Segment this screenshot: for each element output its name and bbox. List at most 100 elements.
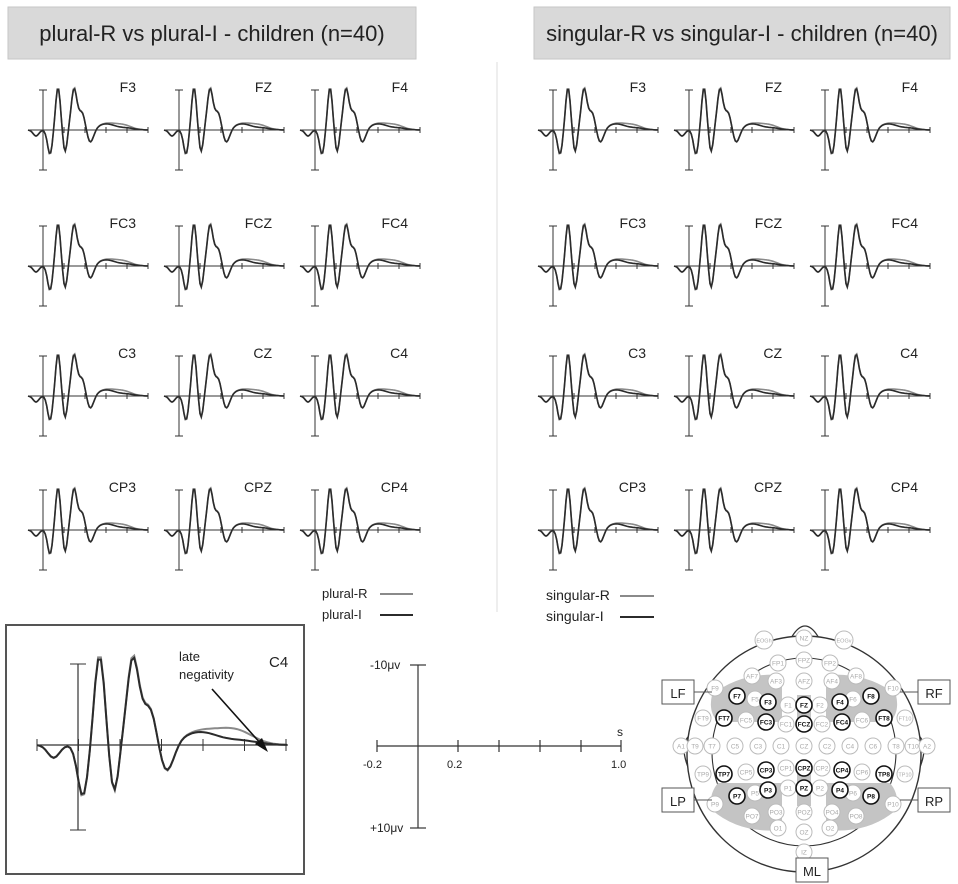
- electrode-cp3: CP3: [757, 761, 775, 779]
- electrode-label: CP3: [619, 479, 646, 495]
- wave-i-condition: [537, 87, 658, 155]
- electrode-af7: AF7: [743, 667, 761, 685]
- electrode-label: F3: [630, 79, 647, 95]
- electrode-f10: F10: [884, 679, 902, 697]
- electrode-a2: A2: [918, 737, 936, 755]
- erp-plot-f4: F4: [809, 79, 931, 171]
- electrode-p4: P4: [831, 781, 849, 799]
- electrode-label: F4: [392, 79, 409, 95]
- electrode-tp7: TP7: [715, 765, 733, 783]
- wave-i-condition: [809, 487, 930, 555]
- electrode-c2: C2: [818, 737, 836, 755]
- late-label: late: [179, 649, 200, 664]
- wave-r-condition: [673, 86, 794, 155]
- wave-r-condition: [163, 352, 284, 421]
- electrode-ft8: FT8: [875, 709, 893, 727]
- electrode-af3: AF3: [767, 672, 785, 690]
- wave-r-condition: [537, 352, 658, 421]
- svg-text:FT8: FT8: [878, 716, 890, 723]
- svg-text:O1: O1: [774, 826, 783, 833]
- svg-text:CP5: CP5: [740, 770, 753, 777]
- electrode-f3: F3: [759, 693, 777, 711]
- scale-y-top-label: -10μv: [370, 658, 400, 672]
- electrode-p6: P6: [844, 784, 862, 802]
- electrode-fp1: FP1: [769, 654, 787, 672]
- wave-i-condition: [537, 223, 658, 291]
- electrode-t7: T7: [703, 737, 721, 755]
- zoom-electrode-label: C4: [269, 654, 288, 671]
- wave-i-condition: [163, 223, 284, 291]
- wave-r-condition: [27, 222, 148, 291]
- electrode-fp2: FP2: [821, 654, 839, 672]
- svg-text:F9: F9: [711, 686, 719, 693]
- electrode-fc5: FC5: [737, 711, 755, 729]
- electrode-t9: T9: [686, 737, 704, 755]
- electrode-cp6: CP6: [853, 763, 871, 781]
- svg-text:POZ: POZ: [797, 810, 810, 817]
- singular-erp-grid: F3 FZ F4 FC3 FCZ FC4 C3 CZ C4 CP3 CPZ CP4: [537, 79, 931, 571]
- svg-text:P9: P9: [711, 802, 719, 809]
- wave-r-condition: [299, 86, 420, 155]
- wave-i-condition: [673, 223, 794, 291]
- svg-text:FPZ: FPZ: [798, 658, 810, 665]
- wave-r-condition: [809, 486, 930, 555]
- electrode-label: FCZ: [755, 215, 783, 231]
- svg-text:RP: RP: [925, 794, 943, 809]
- svg-text:A2: A2: [923, 744, 931, 751]
- electrode-cp5: CP5: [737, 763, 755, 781]
- erp-plot-fz: FZ: [163, 79, 285, 171]
- erp-plot-cpz: CPZ: [163, 479, 285, 571]
- electrode-pz: PZ: [795, 779, 813, 797]
- svg-text:AFZ: AFZ: [798, 679, 810, 686]
- wave-i-condition: [27, 487, 148, 555]
- erp-plot-c3: C3: [27, 345, 149, 437]
- electrode-label: F3: [120, 79, 137, 95]
- region-lf: [710, 674, 782, 722]
- scale-x-unit: s: [617, 725, 623, 739]
- svg-text:FT7: FT7: [718, 716, 730, 723]
- wave-i-condition: [673, 87, 794, 155]
- electrode-label: CZ: [253, 345, 272, 361]
- electrode-c4: C4: [841, 737, 859, 755]
- svg-text:PZ: PZ: [800, 786, 808, 793]
- legend-plural-r-label: plural-R: [322, 586, 368, 601]
- wave-i-condition: [299, 87, 420, 155]
- svg-text:F1: F1: [784, 703, 792, 710]
- svg-text:P10: P10: [887, 802, 899, 809]
- wave-r-condition: [299, 352, 420, 421]
- svg-text:AF4: AF4: [826, 679, 838, 686]
- electrode-p10: P10: [884, 795, 902, 813]
- wave-r-condition: [673, 486, 794, 555]
- electrode-po3: PO3: [767, 803, 785, 821]
- legend-singular-r-label: singular-R: [546, 587, 610, 603]
- region-label-rp: RP: [900, 787, 951, 813]
- electrode-label: C3: [118, 345, 136, 361]
- legend-plural-i-label: plural-I: [322, 607, 362, 622]
- region-label-rf: RF: [900, 679, 951, 705]
- erp-plot-f3: F3: [27, 79, 149, 171]
- svg-text:P7: P7: [733, 794, 741, 801]
- electrode-cp2: CP2: [813, 759, 831, 777]
- svg-text:TP10: TP10: [898, 773, 911, 779]
- erp-plot-c4: C4: [809, 345, 931, 437]
- scale-x-tick-mid: 0.2: [447, 759, 462, 771]
- erp-plot-fcz: FCZ: [163, 215, 285, 307]
- svg-text:C1: C1: [777, 744, 786, 751]
- electrode-label: CP4: [891, 479, 918, 495]
- svg-text:F10: F10: [887, 686, 899, 693]
- erp-plot-cp3: CP3: [27, 479, 149, 571]
- electrode-label: FC3: [620, 215, 647, 231]
- svg-text:C3: C3: [754, 744, 763, 751]
- electrode-po4: PO4: [823, 803, 841, 821]
- svg-text:F3: F3: [764, 700, 772, 707]
- svg-text:PO3: PO3: [769, 810, 782, 817]
- electrode-f2: F2: [811, 696, 829, 714]
- wave-r-condition: [163, 222, 284, 291]
- wave-r-condition: [809, 352, 930, 421]
- svg-text:P8: P8: [867, 794, 875, 801]
- electrode-label: C3: [628, 345, 646, 361]
- erp-plot-cp4: CP4: [299, 479, 421, 571]
- svg-text:T9: T9: [691, 744, 699, 751]
- electrode-oz: OZ: [795, 823, 813, 841]
- wave-i-condition: [537, 353, 658, 421]
